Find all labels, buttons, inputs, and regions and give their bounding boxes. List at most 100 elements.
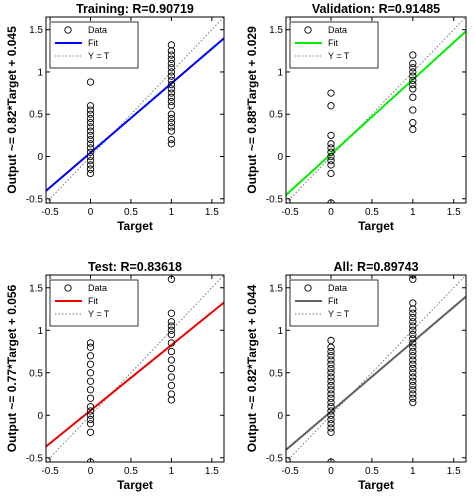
data-point: [409, 68, 417, 76]
data-point: [86, 119, 95, 127]
axes-box: [45, 16, 225, 204]
data-point: [86, 411, 95, 419]
data-point: [167, 59, 176, 68]
data-point: [86, 135, 95, 144]
x-tick-label: 0.5: [365, 466, 379, 477]
x-tick-label: -0.5: [281, 207, 299, 218]
data-point: [86, 144, 95, 152]
data-point: [167, 64, 176, 72]
y-tick-label: 0.5: [269, 110, 283, 121]
data-point: [86, 127, 95, 135]
legend-label: Data: [328, 25, 347, 35]
data-point: [86, 78, 95, 86]
data-point: [409, 305, 417, 313]
legend-marker-data: [64, 26, 72, 34]
legend-label: Y = T: [88, 309, 110, 319]
data-point: [327, 352, 335, 360]
data-point: [327, 140, 335, 148]
data-point: [409, 390, 417, 398]
data-point: [409, 373, 417, 381]
data-point: [409, 347, 417, 356]
data-point: [86, 394, 95, 402]
data-point: [167, 72, 176, 80]
x-axis-label: Target: [117, 478, 153, 492]
data-point: [86, 157, 95, 165]
legend-label: Data: [88, 25, 107, 35]
data-point: [86, 102, 95, 110]
x-tick-label: 1: [410, 207, 416, 218]
data-point: [167, 364, 176, 373]
data-point: [86, 169, 95, 178]
data-point: [327, 369, 335, 377]
x-tick-label: 1: [169, 207, 175, 218]
legend-label: Fit: [328, 296, 338, 306]
data-point: [86, 403, 95, 411]
data-point: [327, 390, 335, 398]
data-point: [167, 123, 176, 131]
data-point: [327, 169, 335, 178]
x-axis-label: Target: [358, 478, 394, 492]
data-point: [167, 347, 176, 356]
x-tick-label: 0: [88, 466, 94, 477]
fit-line: [46, 301, 224, 448]
data-point: [167, 135, 176, 144]
data-point: [86, 360, 95, 368]
x-tick-label: 0: [88, 207, 94, 218]
legend: Data Fit Y = T: [49, 21, 139, 69]
data-point: [327, 102, 335, 110]
data-point: [86, 110, 95, 118]
data-point: [167, 339, 176, 347]
y-tick-label: 0: [37, 152, 43, 163]
data-point: [327, 161, 335, 169]
axes-box: [285, 16, 467, 204]
data-point: [409, 119, 417, 127]
data-point: [409, 299, 417, 307]
data-point: [167, 390, 176, 398]
y-tick-label: -0.5: [26, 453, 44, 464]
data-point: [409, 313, 417, 322]
data-point: [86, 369, 95, 377]
data-point: [86, 161, 95, 169]
legend-marker-data: [304, 284, 312, 292]
data-point: [409, 106, 417, 114]
data-point: [409, 326, 417, 334]
data-point: [167, 47, 176, 55]
x-tick-label: 1.5: [447, 207, 461, 218]
data-point: [409, 343, 417, 351]
x-tick-label: 0.5: [365, 207, 379, 218]
data-point: [167, 356, 176, 364]
chart-title: Training: R=0.90719: [76, 2, 194, 16]
data-point: [86, 407, 95, 415]
y-axis-label: Output ~= 0.88*Target + 0.029: [245, 26, 259, 194]
data-point: [86, 420, 95, 428]
fit-line: [286, 295, 466, 451]
data-point: [327, 407, 335, 415]
legend-label: Fit: [88, 38, 98, 48]
x-tick-label: -0.5: [281, 466, 299, 477]
y-tick-label: 1.5: [269, 25, 283, 36]
legend-label: Data: [328, 283, 347, 293]
y-tick-label: 1: [37, 67, 43, 78]
data-point: [327, 360, 335, 368]
legend-label: Y = T: [328, 51, 350, 61]
legend-label: Y = T: [328, 309, 350, 319]
data-point: [167, 119, 176, 127]
legend-label: Y = T: [88, 51, 110, 61]
data-point: [327, 152, 335, 161]
data-point: [327, 394, 335, 402]
data-point: [409, 85, 417, 93]
y-tick-label: 1: [277, 326, 283, 337]
y-tick-label: 0.5: [29, 110, 43, 121]
data-point: [327, 398, 335, 407]
plot-content: [46, 275, 224, 462]
fit-line: [286, 30, 466, 196]
data-point: [409, 59, 417, 68]
data-point: [327, 424, 335, 432]
data-point: [167, 330, 176, 339]
legend: Data Fit Y = T: [289, 21, 379, 69]
chart-panel: -0.5 -0.5 0 0 0.5 0.5 1 1 1.5 1.5 All: R=0.89743 Ta…: [245, 260, 467, 492]
data-point: [167, 127, 176, 135]
axes-box: [45, 274, 225, 463]
data-point: [86, 148, 95, 156]
data-point: [327, 377, 335, 385]
